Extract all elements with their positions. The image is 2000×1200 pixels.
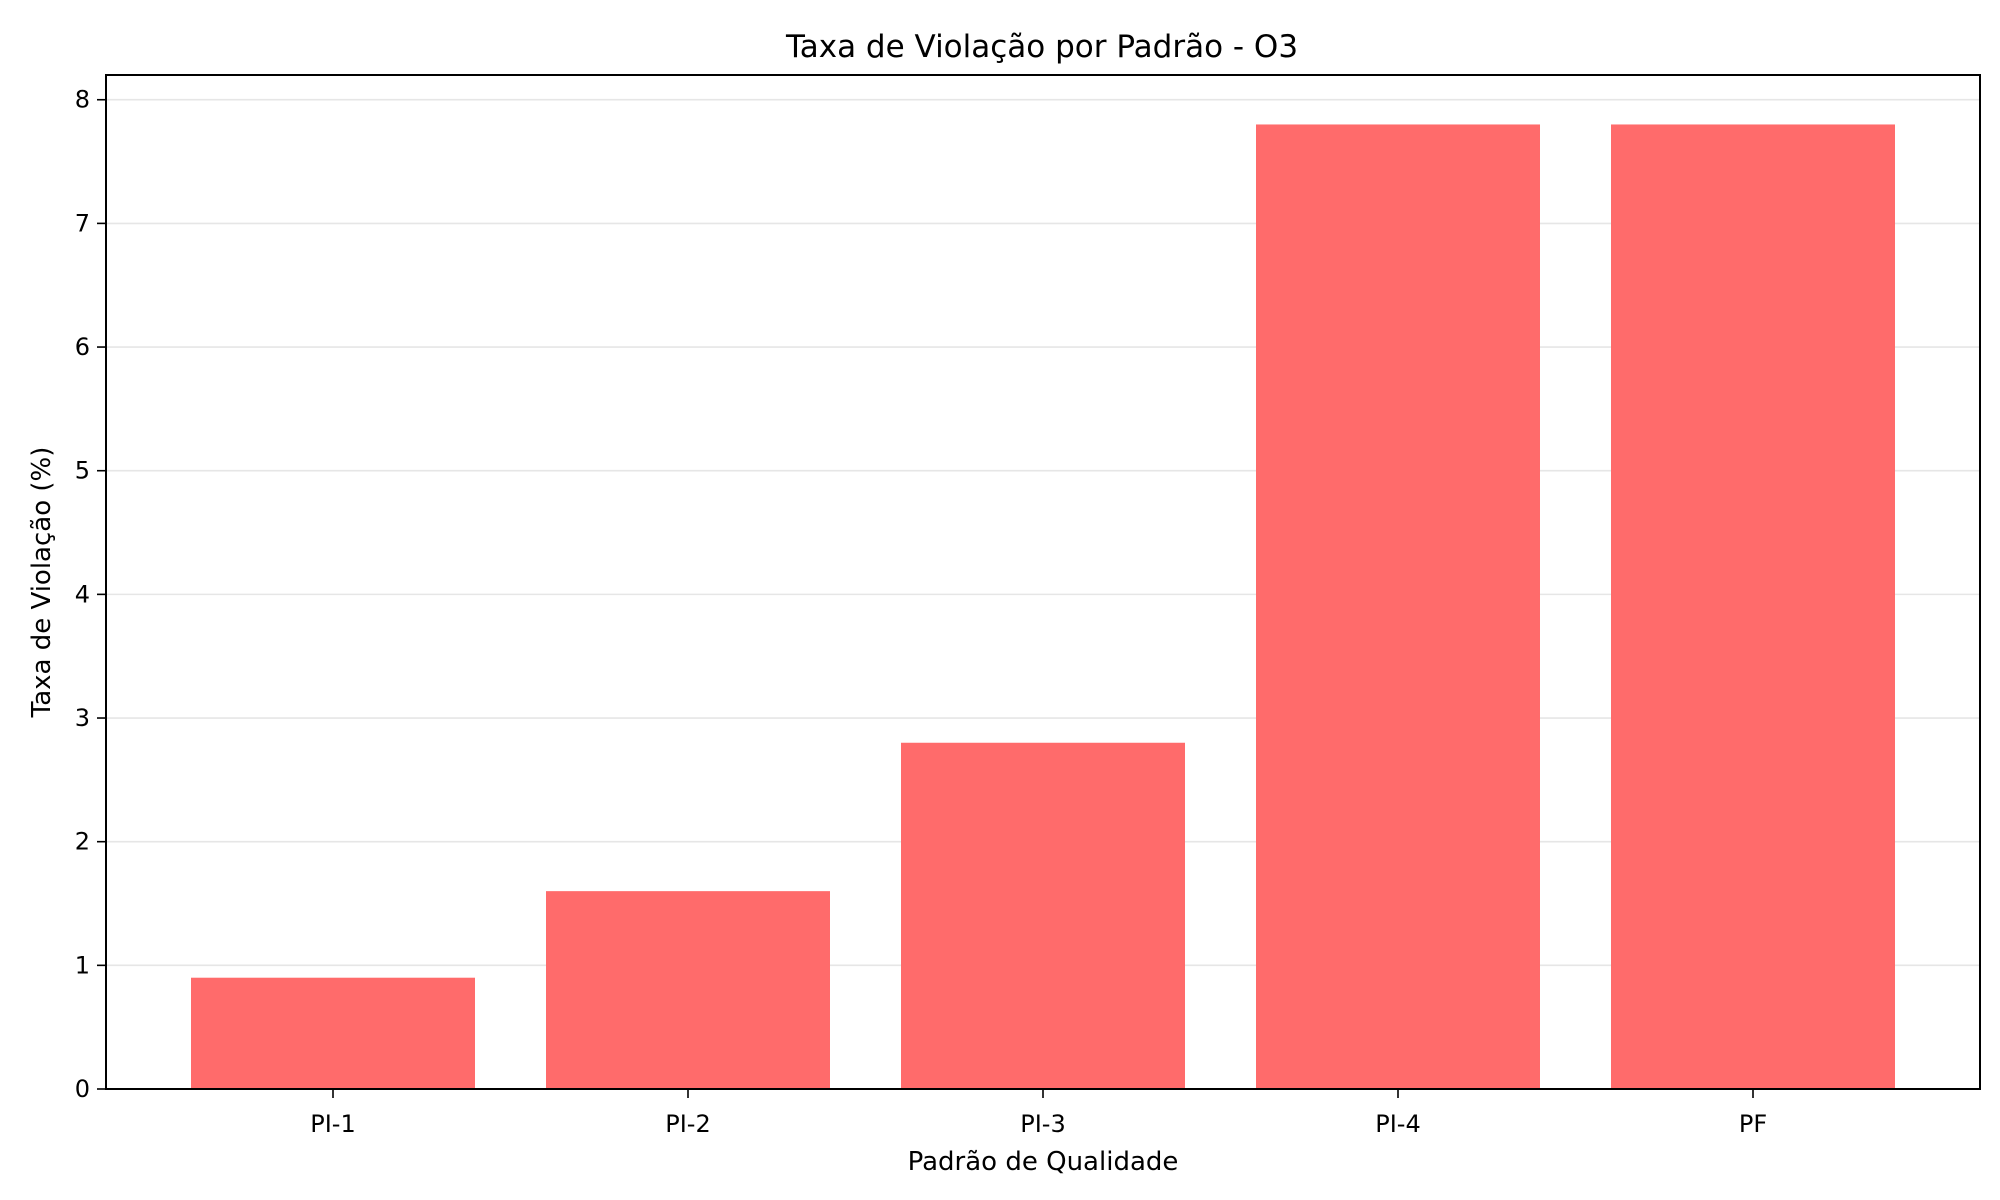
x-tick-label: PF bbox=[1739, 1110, 1767, 1138]
bar-pi-1 bbox=[191, 977, 475, 1089]
bar-pi-3 bbox=[901, 742, 1185, 1089]
chart-title: Taxa de Violação por Padrão - O3 bbox=[785, 29, 1298, 65]
bar-pi-4 bbox=[1256, 124, 1540, 1089]
y-tick-label: 5 bbox=[75, 457, 90, 485]
y-tick-label: 0 bbox=[75, 1075, 90, 1103]
y-tick-label: 3 bbox=[75, 704, 90, 732]
y-tick-label: 2 bbox=[75, 828, 90, 856]
x-tick-label: PI-4 bbox=[1375, 1110, 1420, 1138]
x-axis-ticks: PI-1 PI-2 PI-3 PI-4 PF bbox=[310, 1089, 1767, 1138]
grid-lines bbox=[106, 98, 1980, 1090]
x-tick-label: PI-2 bbox=[665, 1110, 710, 1138]
bars bbox=[191, 124, 1895, 1089]
bar-pi-2 bbox=[546, 891, 830, 1089]
y-tick-label: 1 bbox=[75, 951, 90, 979]
y-axis-ticks: 0 1 2 3 4 5 6 7 8 bbox=[75, 86, 106, 1103]
y-tick-label: 6 bbox=[75, 333, 90, 361]
x-tick-label: PI-3 bbox=[1020, 1110, 1065, 1138]
y-axis-title: Taxa de Violação (%) bbox=[27, 447, 57, 719]
y-tick-label: 7 bbox=[75, 209, 90, 237]
y-tick-label: 8 bbox=[75, 86, 90, 114]
x-axis-title: Padrão de Qualidade bbox=[908, 1147, 1179, 1177]
y-tick-label: 4 bbox=[75, 580, 90, 608]
x-tick-label: PI-1 bbox=[310, 1110, 355, 1138]
bar-pf bbox=[1611, 124, 1895, 1089]
